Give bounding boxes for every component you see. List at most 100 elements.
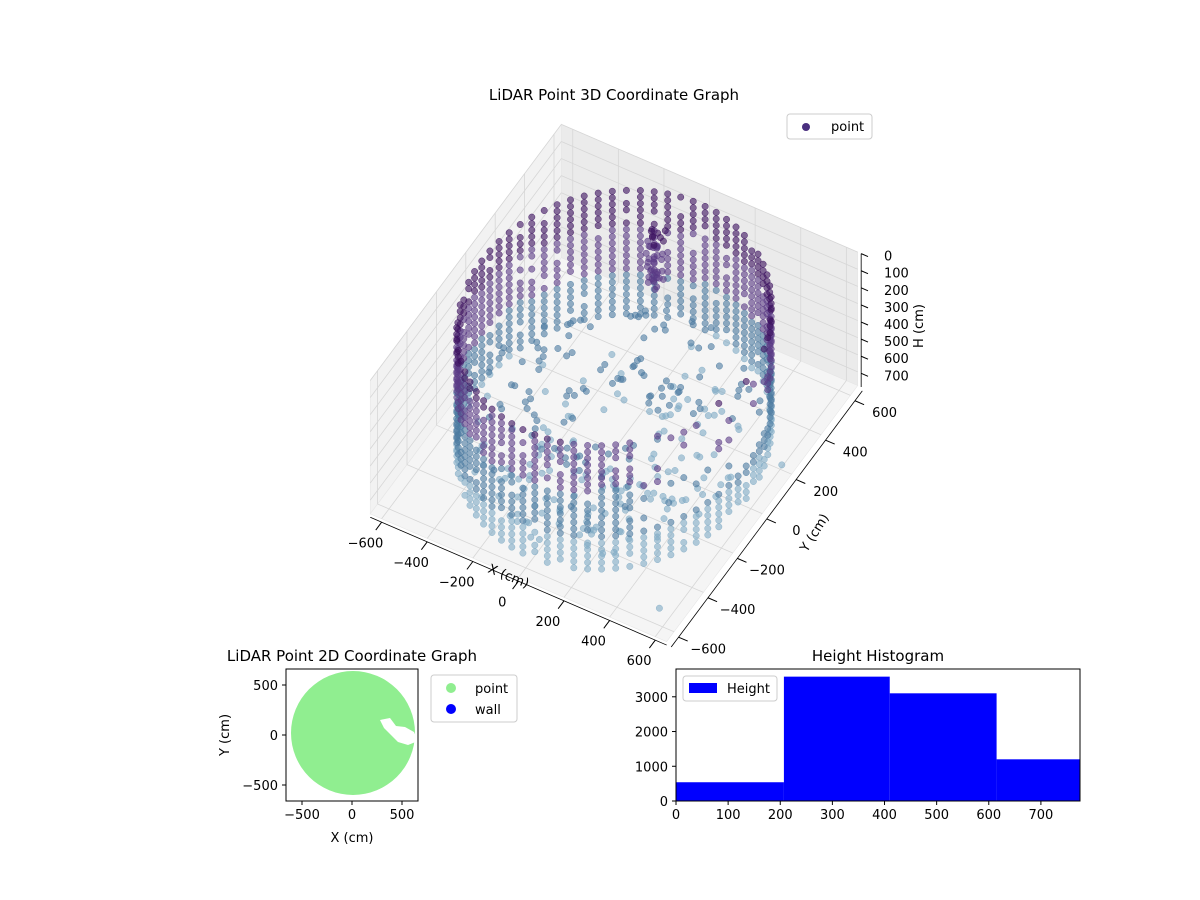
point-3d (508, 433, 516, 441)
point-3d (466, 456, 474, 464)
point-3d (740, 329, 748, 337)
point-3d (598, 507, 606, 515)
y-tick (825, 439, 835, 445)
point-3d (480, 520, 488, 528)
point-3d (580, 264, 588, 271)
point-3d (640, 553, 648, 561)
chart-2d-legend-point: point (475, 682, 508, 697)
point-3d (766, 282, 774, 290)
point-3d (478, 277, 486, 284)
point-3d (528, 285, 536, 293)
point-3d (528, 317, 536, 325)
point-3d (466, 411, 474, 418)
point-3d (554, 345, 562, 352)
y-tick (707, 597, 718, 603)
point-3d (715, 362, 723, 370)
point-3d (472, 420, 480, 428)
point-3d (478, 342, 486, 349)
point-3d (519, 549, 527, 557)
point-3d (755, 408, 763, 416)
point-3d (488, 522, 496, 530)
point-3d (498, 491, 505, 499)
point-3d (528, 246, 536, 254)
point-3d (626, 452, 634, 460)
point-3d (466, 378, 474, 386)
point-3d (725, 495, 733, 502)
point-3d (480, 475, 488, 483)
point-3d (488, 457, 496, 465)
point-3d (480, 494, 488, 502)
point-3d (642, 311, 650, 319)
point-3d (764, 451, 772, 459)
point-3d (689, 217, 697, 225)
point-3d (584, 455, 592, 462)
point-3d (466, 495, 474, 503)
point-3d (645, 399, 653, 407)
point-3d (650, 241, 658, 249)
point-3d (570, 479, 578, 487)
point-3d (584, 481, 592, 488)
point-3d (556, 529, 564, 537)
point-3d (704, 466, 712, 474)
x-tick-label-hist: 300 (820, 808, 845, 823)
point-3d (567, 202, 574, 210)
point-3d (553, 246, 561, 254)
point-3d (732, 294, 740, 302)
point-3d (704, 518, 712, 526)
point-3d (740, 335, 748, 343)
point-3d (480, 436, 488, 444)
point-3d (636, 213, 644, 220)
point-3d (698, 366, 706, 374)
point-3d (553, 324, 561, 332)
point-3d (748, 299, 756, 307)
point-3d (488, 509, 496, 517)
point-3d (742, 495, 750, 502)
point-3d (486, 332, 494, 339)
point-3d (584, 552, 592, 560)
point-3d (553, 298, 561, 306)
point-3d (570, 466, 578, 474)
point-3d (612, 545, 620, 553)
point-3d (695, 398, 703, 406)
point-3d (701, 235, 709, 243)
point-3d (636, 193, 644, 201)
point-3d (570, 473, 578, 481)
z-tick (860, 321, 869, 326)
z-tick (860, 338, 869, 343)
point-3d (612, 538, 620, 546)
point-3d (516, 344, 524, 352)
point-3d (633, 357, 641, 364)
y-tick-label: 0 (792, 524, 800, 539)
point-3d (534, 344, 542, 352)
point-3d (516, 253, 524, 261)
point-3d (472, 427, 480, 435)
point-3d (531, 496, 539, 504)
point-3d (580, 283, 588, 291)
point-3d (594, 267, 602, 275)
point-3d (488, 529, 496, 536)
point-3d (636, 258, 644, 266)
point-3d (689, 210, 697, 218)
point-3d (508, 472, 516, 480)
chart-3d-title: LiDAR Point 3D Coordinate Graph (489, 86, 739, 104)
point-3d (540, 272, 548, 279)
point-3d (553, 272, 561, 280)
point-3d (626, 536, 634, 544)
point-3d (539, 353, 547, 361)
point-3d (718, 388, 726, 395)
point-3d (598, 500, 606, 508)
point-3d (556, 549, 564, 557)
z-tick (860, 253, 869, 258)
point-3d (528, 239, 536, 247)
point-3d (725, 501, 733, 509)
point-3d (498, 452, 505, 460)
point-3d (742, 469, 750, 476)
point-3d (480, 455, 488, 463)
y-tick-label-2d: −500 (242, 779, 278, 794)
point-3d (766, 394, 774, 402)
point-3d (480, 449, 488, 457)
point-3d (568, 349, 576, 357)
point-3d (712, 299, 720, 307)
point-3d (712, 332, 720, 340)
point-3d (732, 236, 740, 244)
